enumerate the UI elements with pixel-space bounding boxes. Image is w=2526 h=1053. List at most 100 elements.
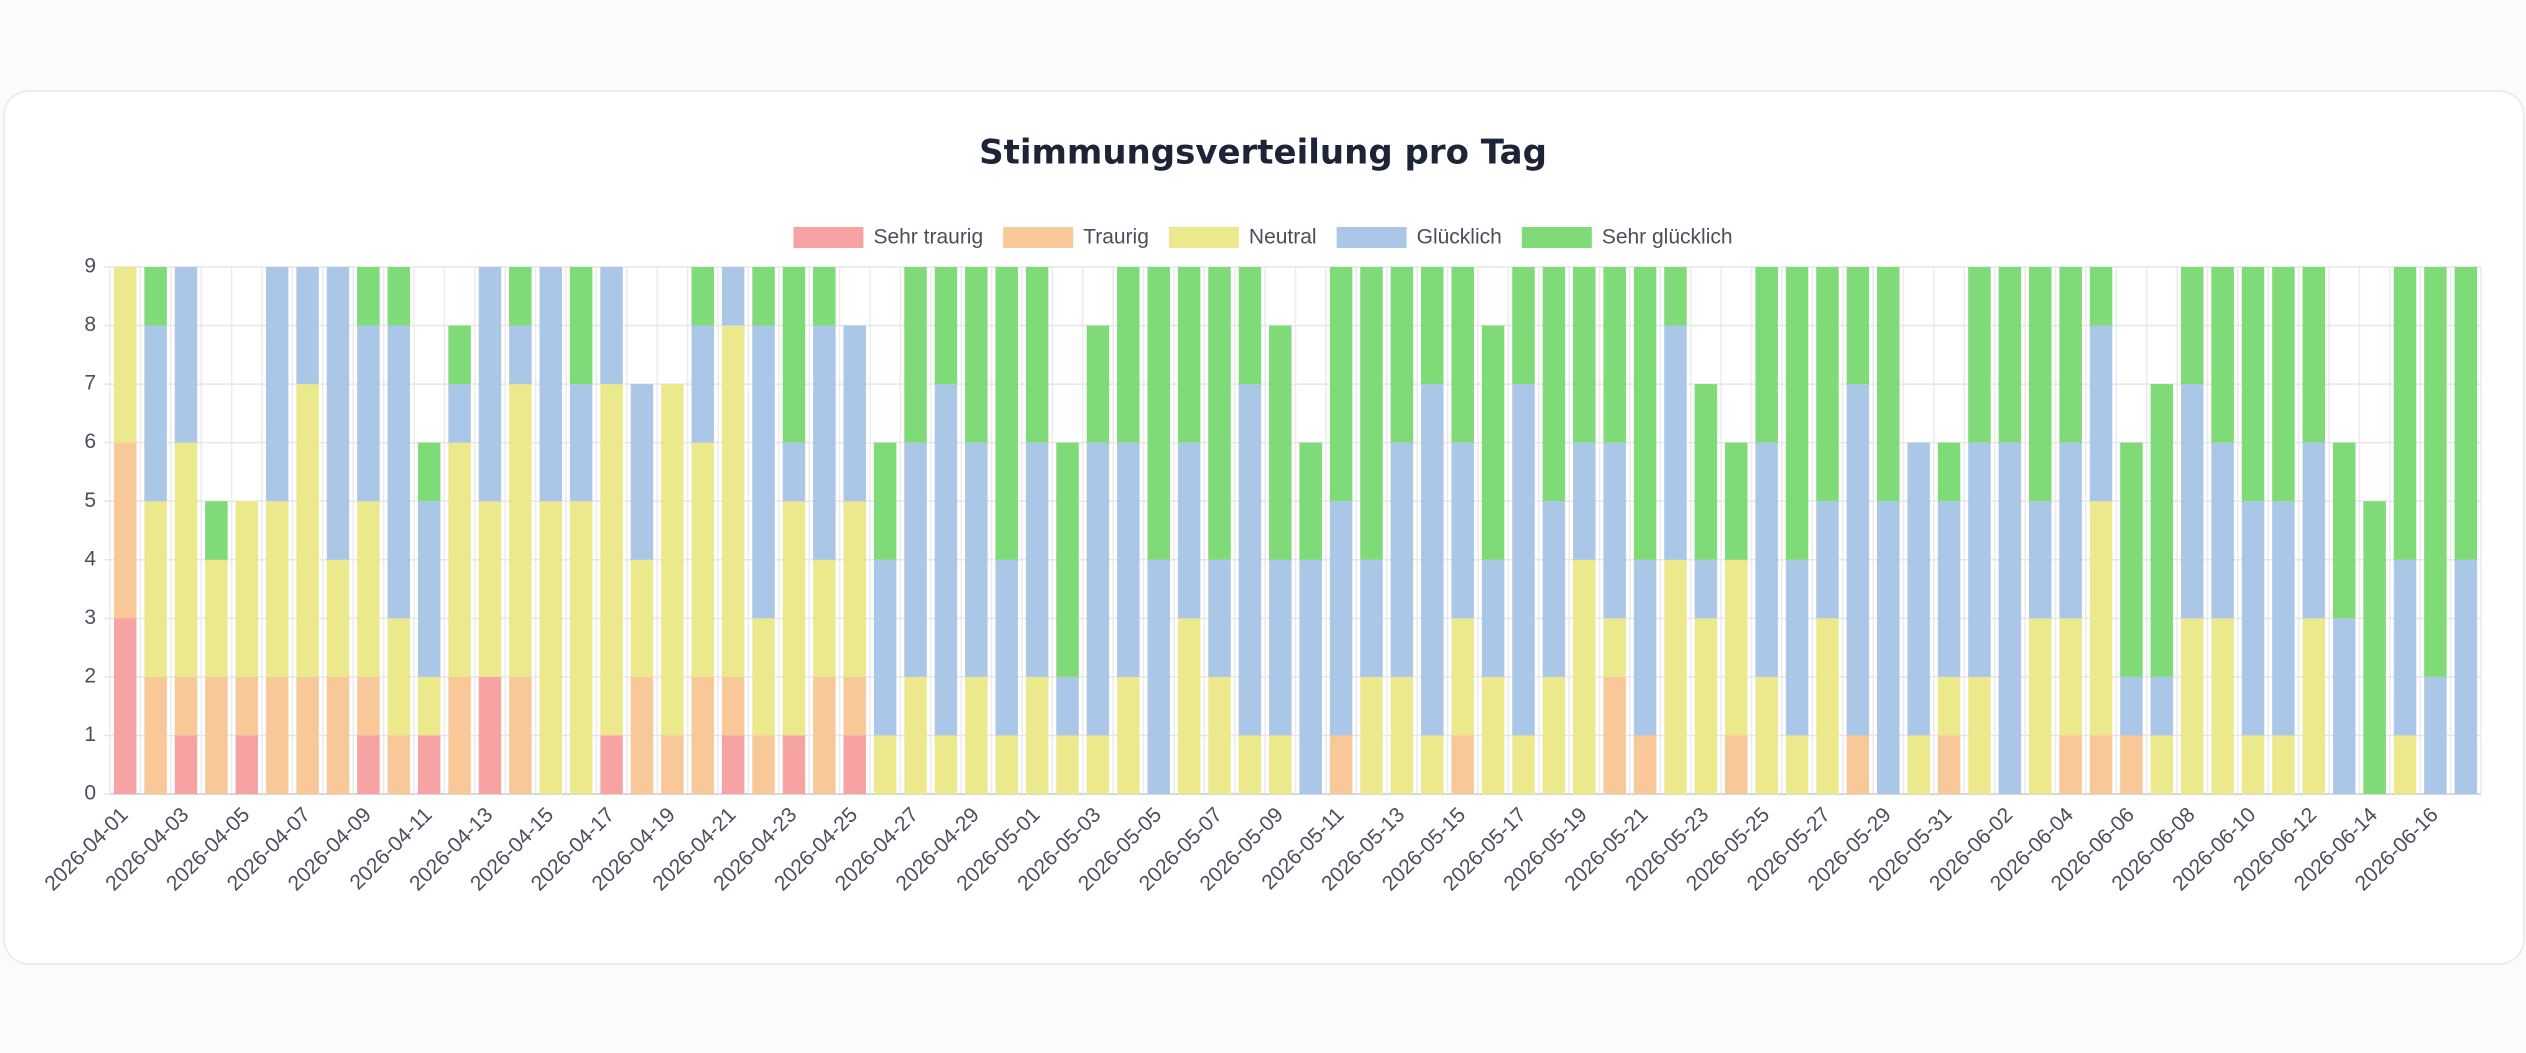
bar-segment bbox=[691, 267, 714, 326]
bar-segment bbox=[569, 267, 593, 385]
bar-segment bbox=[2302, 442, 2326, 619]
bar-segment bbox=[326, 676, 350, 794]
bar-segment bbox=[904, 442, 927, 677]
bar-segment bbox=[691, 442, 714, 677]
bar-segment bbox=[965, 442, 988, 677]
bar-segment bbox=[113, 267, 137, 443]
bar-segment bbox=[782, 442, 806, 502]
legend-swatch bbox=[793, 227, 864, 248]
bar-segment bbox=[296, 267, 319, 385]
bar-segment bbox=[1664, 559, 1687, 794]
bar-segment bbox=[1329, 267, 1353, 502]
bar-segment bbox=[1177, 618, 1201, 794]
y-tick-label: 3 bbox=[84, 606, 96, 629]
bar-segment bbox=[1481, 676, 1505, 794]
bar-segment bbox=[1360, 267, 1383, 560]
bar-segment bbox=[1269, 735, 1292, 794]
bar-segment bbox=[174, 676, 198, 736]
bar-segment bbox=[1785, 735, 1809, 794]
bar-segment bbox=[1603, 442, 1626, 619]
bar-segment bbox=[2393, 735, 2417, 794]
chart-title: Stimmungsverteilung pro Tag bbox=[979, 133, 1547, 173]
bar-segment bbox=[357, 325, 380, 502]
bar-segment bbox=[600, 384, 623, 736]
bar-segment bbox=[2028, 501, 2052, 619]
bar-segment bbox=[1360, 559, 1383, 677]
bar-segment bbox=[265, 676, 289, 794]
bar-segment bbox=[691, 676, 714, 794]
bar-segment bbox=[1725, 559, 1748, 736]
bar-segment bbox=[144, 676, 167, 794]
bar-segment bbox=[2089, 267, 2113, 326]
bar-segment bbox=[1421, 735, 1444, 794]
bar-segment bbox=[843, 501, 866, 677]
bar-segment bbox=[1603, 618, 1626, 677]
bar-segment bbox=[1086, 735, 1110, 794]
bar-segment bbox=[752, 618, 775, 736]
bar-segment bbox=[1694, 384, 1718, 560]
bar-segment bbox=[1208, 559, 1231, 677]
bar-segment bbox=[782, 501, 806, 736]
bar-segment bbox=[265, 501, 289, 677]
bar-segment bbox=[2424, 676, 2447, 794]
bar-segment bbox=[2180, 267, 2204, 385]
bar-segment bbox=[235, 501, 259, 677]
bar-segment bbox=[843, 735, 866, 794]
bar-segment bbox=[2332, 442, 2356, 619]
bar-segment bbox=[1633, 735, 1657, 794]
bar-segment bbox=[417, 735, 441, 794]
bar-segment bbox=[569, 384, 593, 502]
bar-segment bbox=[357, 676, 380, 736]
bar-segment bbox=[843, 325, 866, 502]
bar-segment bbox=[2272, 501, 2295, 736]
bar-segment bbox=[721, 735, 745, 794]
bar-segment bbox=[2454, 559, 2478, 794]
bar-segment bbox=[1025, 442, 1049, 677]
bar-segment bbox=[813, 559, 836, 677]
bar-segment bbox=[721, 676, 745, 736]
bar-segment bbox=[1117, 267, 1140, 443]
bar-segment bbox=[1755, 676, 1778, 794]
bar-segment bbox=[2089, 325, 2113, 502]
bar-segment bbox=[1086, 325, 1110, 443]
bar-segment bbox=[1816, 618, 1839, 794]
bar-segment bbox=[387, 325, 411, 619]
bar-segment bbox=[1694, 618, 1718, 794]
bar-segment bbox=[752, 735, 775, 794]
bar-segment bbox=[2211, 442, 2234, 619]
bar-segment bbox=[1086, 442, 1110, 736]
bar-segment bbox=[1299, 559, 1322, 794]
bar-segment bbox=[813, 267, 836, 326]
y-tick-label: 1 bbox=[84, 723, 96, 746]
bar-segment bbox=[205, 501, 228, 560]
bar-segment bbox=[174, 735, 198, 794]
bar-segment bbox=[1238, 735, 1262, 794]
bar-segment bbox=[539, 267, 563, 502]
bar-segment bbox=[1877, 501, 1900, 794]
bar-segment bbox=[2059, 442, 2082, 619]
bar-segment bbox=[113, 442, 137, 619]
bar-segment bbox=[205, 676, 228, 794]
bar-segment bbox=[1846, 384, 1870, 736]
bar-segment bbox=[2059, 618, 2082, 736]
bar-segment bbox=[326, 267, 350, 560]
bar-segment bbox=[1512, 267, 1535, 385]
bar-segment bbox=[296, 384, 319, 677]
bar-segment bbox=[1907, 735, 1930, 794]
bar-segment bbox=[1603, 676, 1626, 794]
bar-segment bbox=[205, 559, 228, 677]
bar-segment bbox=[1238, 384, 1262, 736]
bar-segment bbox=[1421, 267, 1444, 385]
bar-segment bbox=[2302, 618, 2326, 794]
bar-segment bbox=[1117, 442, 1140, 677]
bar-segment bbox=[721, 267, 745, 326]
bar-segment bbox=[144, 501, 167, 677]
bar-segment bbox=[1177, 442, 1201, 619]
legend-label: Traurig bbox=[1083, 226, 1149, 249]
bar-segment bbox=[1056, 442, 1079, 677]
bar-segment bbox=[113, 618, 137, 794]
legend-label: Sehr traurig bbox=[873, 226, 983, 249]
bar-segment bbox=[1177, 267, 1201, 443]
bar-segment bbox=[813, 676, 836, 794]
bar-segment bbox=[1816, 267, 1839, 502]
